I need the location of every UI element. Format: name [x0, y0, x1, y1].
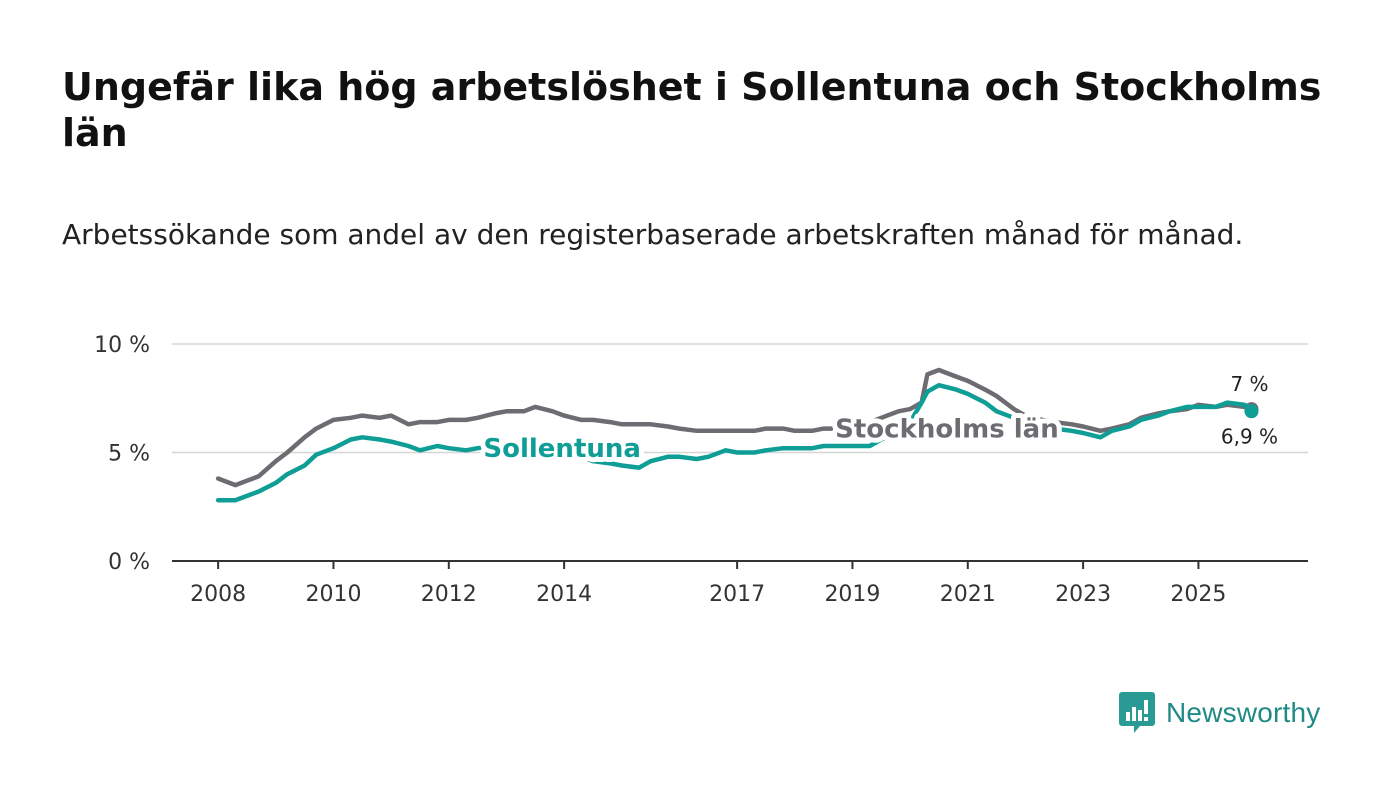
- x-tick-label: 2023: [1055, 582, 1111, 607]
- end-value-label: 7 %: [1230, 372, 1268, 396]
- series-label: Sollentuna: [483, 434, 641, 464]
- newsworthy-logo-icon: [1119, 692, 1155, 733]
- x-tick-label: 2017: [709, 582, 765, 607]
- brand-name: Newsworthy: [1166, 697, 1321, 728]
- x-tick-label: 2012: [421, 582, 477, 607]
- chart-subtitle: Arbetssökande som andel av den registerb…: [62, 218, 1244, 251]
- series-line-stockholms-lan: [215, 367, 1254, 488]
- series-label: Stockholms län: [835, 415, 1059, 445]
- x-tick-label: 2014: [536, 582, 592, 607]
- end-value-label: 6,9 %: [1221, 424, 1278, 448]
- series-end-marker: [1244, 404, 1259, 419]
- x-tick-label: 2021: [940, 582, 996, 607]
- x-tick-label: 2008: [190, 582, 246, 607]
- chart-title: Ungefär lika hög arbetslöshet i Sollentu…: [62, 65, 1322, 155]
- series-line-sollentuna: [215, 382, 1254, 503]
- y-tick-label: 10 %: [94, 333, 150, 358]
- y-tick-label: 0 %: [108, 550, 150, 575]
- brand: Newsworthy: [1118, 690, 1320, 736]
- x-tick-label: 2019: [824, 582, 880, 607]
- x-tick-label: 2010: [305, 582, 361, 607]
- y-tick-label: 5 %: [108, 442, 150, 467]
- x-tick-label: 2025: [1170, 582, 1226, 607]
